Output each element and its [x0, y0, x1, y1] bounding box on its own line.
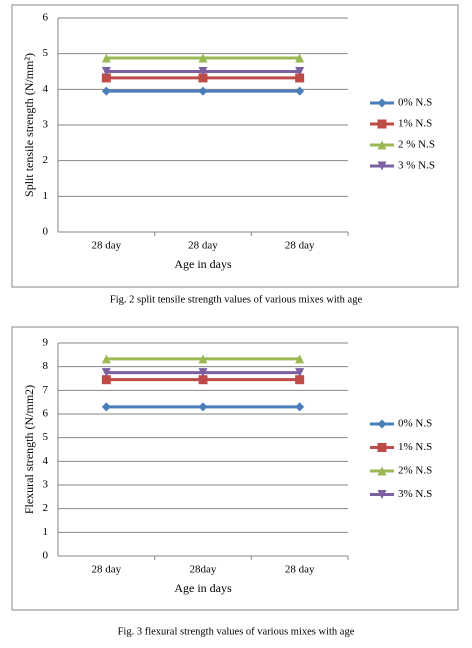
y-tick-label: 1 — [43, 526, 49, 538]
y-tick-label: 2 — [43, 154, 49, 166]
marker — [295, 368, 305, 378]
marker — [198, 402, 208, 412]
legend-marker — [377, 490, 387, 499]
legend-label: 0% N.S — [398, 418, 432, 430]
legend-label: 0% N.S — [398, 97, 432, 109]
legend-marker — [377, 443, 387, 452]
caption: Fig. 3 flexural strength values of vario… — [118, 626, 355, 637]
x-tick-label: 28 day — [92, 240, 122, 252]
y-tick-label: 6 — [43, 12, 49, 24]
caption: Fig. 2 split tensile strength values of … — [110, 294, 363, 305]
marker — [295, 86, 305, 96]
marker — [101, 86, 111, 96]
marker — [198, 368, 208, 378]
legend-label: 3 % N.S — [398, 160, 435, 172]
x-tick-label: 28 day — [92, 564, 122, 576]
y-tick-label: 3 — [43, 479, 49, 491]
y-tick-label: 5 — [43, 431, 49, 443]
legend-label: 2% N.S — [398, 465, 432, 477]
y-tick-label: 0 — [43, 550, 49, 562]
y-tick-label: 3 — [43, 119, 49, 131]
legend-label: 3% N.S — [398, 488, 432, 500]
marker — [295, 53, 305, 63]
marker — [295, 375, 305, 385]
marker — [198, 354, 208, 364]
legend-marker — [377, 98, 387, 108]
marker — [101, 354, 111, 364]
chart-border — [11, 326, 459, 611]
marker — [101, 73, 111, 83]
y-tick-label: 2 — [43, 502, 49, 514]
legend-label: 1% N.S — [398, 441, 432, 453]
x-axis-label: Age in days — [174, 257, 232, 271]
y-tick-label: 1 — [43, 190, 49, 202]
y-tick-label: 4 — [43, 83, 49, 95]
marker — [295, 73, 305, 83]
y-tick-label: 0 — [43, 226, 49, 238]
legend-label: 2 % N.S — [398, 139, 435, 151]
y-tick-label: 7 — [43, 384, 49, 396]
marker — [101, 375, 111, 385]
y-tick-label: 5 — [43, 47, 49, 59]
marker — [198, 73, 208, 83]
marker — [101, 53, 111, 63]
legend-marker — [377, 161, 387, 171]
marker — [101, 402, 111, 412]
legend-marker — [377, 119, 387, 129]
marker — [198, 86, 208, 96]
x-axis-label: Age in days — [174, 581, 232, 595]
marker — [198, 375, 208, 385]
y-tick-label: 8 — [43, 360, 49, 372]
y-axis-label: Split tensile strength (N/mm²) — [22, 53, 36, 197]
marker — [295, 402, 305, 412]
marker — [198, 53, 208, 63]
x-tick-label: 28 day — [285, 240, 315, 252]
x-tick-label: 28day — [190, 564, 217, 576]
legend-marker — [377, 466, 387, 476]
marker — [101, 67, 111, 76]
y-tick-label: 6 — [43, 408, 49, 420]
y-axis-label: Flexural strength (N/mm2) — [22, 385, 36, 514]
marker — [295, 354, 305, 364]
legend-label: 1% N.S — [398, 118, 432, 130]
marker — [295, 67, 305, 76]
legend-marker — [377, 419, 387, 429]
chart-border — [11, 4, 459, 288]
x-tick-label: 28 day — [188, 240, 218, 252]
y-tick-label: 4 — [43, 455, 49, 467]
legend-marker — [377, 140, 387, 150]
y-tick-label: 9 — [43, 337, 49, 349]
marker — [101, 368, 111, 378]
marker — [198, 67, 208, 76]
x-tick-label: 28 day — [285, 564, 315, 576]
